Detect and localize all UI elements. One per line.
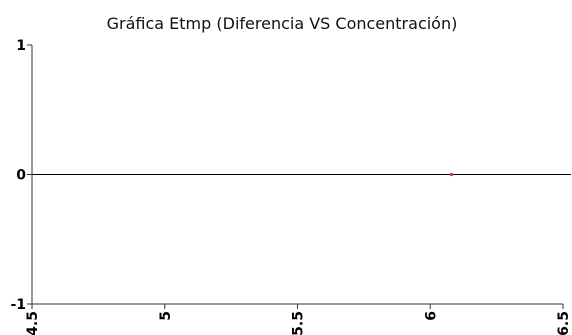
x-tick-label: 4.5 [25,311,41,335]
y-tick-label: -1 [10,297,26,313]
x-tick-label: 6 [423,311,439,321]
y-tick-label: 0 [16,168,26,184]
x-tick-label: 5 [158,311,174,321]
chart-marks [449,172,454,177]
x-tick-label: 6.5 [556,311,572,335]
y-tick-label: 1 [16,38,26,54]
x-tick-label: 5.5 [291,311,307,335]
data-point [449,172,454,177]
chart-axes [31,45,571,305]
chart-title: Gráfica Etmp (Diferencia VS Concentració… [107,14,458,33]
chart-ticks: -1 0 1 4.5 5 5.5 6 6.5 [10,38,572,335]
